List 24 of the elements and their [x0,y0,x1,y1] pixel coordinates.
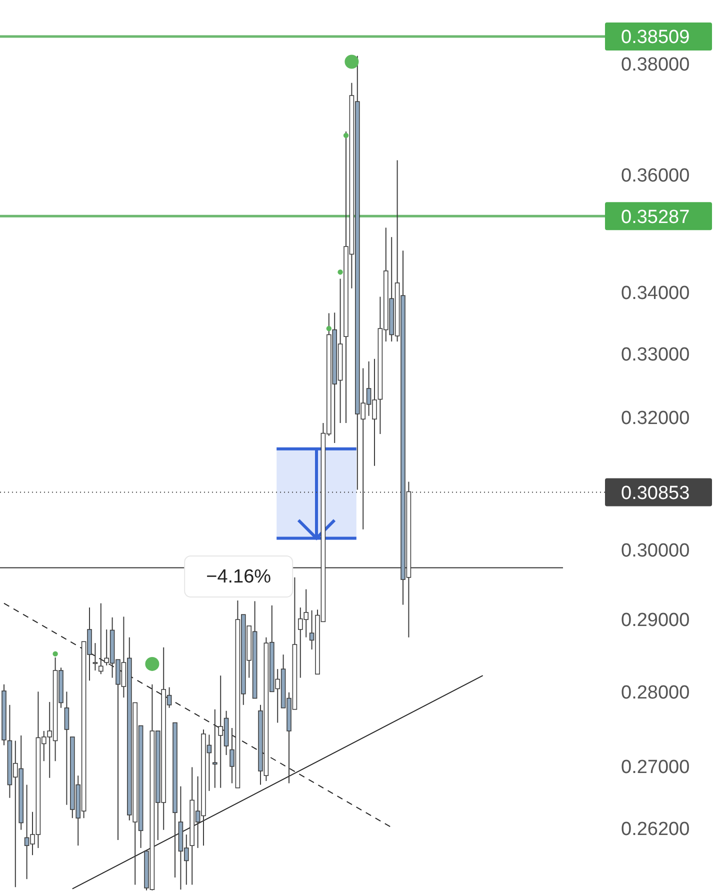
candlestick [64,691,70,806]
point [344,54,359,69]
y-tick-label: 0.36000 [621,166,690,187]
ref-line-label: 0.30853 [621,482,690,504]
y-tick-label: 0.32000 [621,408,690,429]
candlestick [92,642,98,671]
candlestick [212,708,218,788]
y-tick-label: 0.29000 [621,610,690,632]
point [338,269,343,275]
point [52,651,58,656]
point [343,132,349,138]
y-tick-label: 0.30000 [621,540,690,562]
annotation: −4.16% [206,566,272,588]
y-tick-label: 0.33000 [621,344,690,366]
y-tick-label: 0.28000 [621,682,690,704]
ref-line-label: 0.38509 [621,27,690,48]
point [326,326,332,332]
y-tick-label: 0.26200 [621,818,690,840]
y-tick-label: 0.34000 [621,283,690,304]
point [145,656,160,671]
candlestick [98,602,104,675]
y-tick-label: 0.38000 [621,54,690,76]
y-tick-label: 0.27000 [621,757,690,778]
ref-line-label: 0.35287 [621,206,690,228]
